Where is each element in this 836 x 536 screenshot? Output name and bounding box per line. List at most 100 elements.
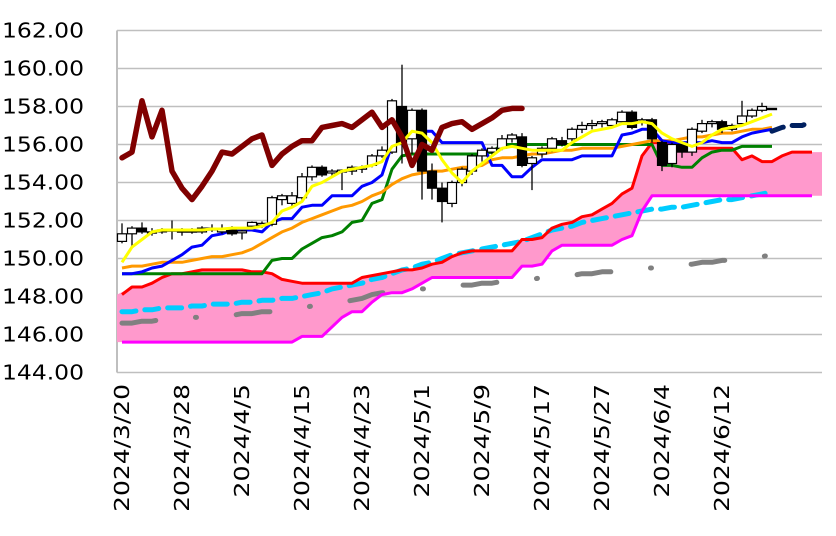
candle bbox=[296, 173, 308, 202]
candle-body bbox=[616, 111, 628, 123]
candle-body bbox=[676, 143, 688, 153]
candle-body bbox=[666, 143, 678, 165]
x-tick-label: 2024/5/9 bbox=[470, 384, 494, 498]
y-tick-label: 152.00 bbox=[2, 209, 84, 233]
candle bbox=[136, 222, 148, 234]
y-tick-label: 144.00 bbox=[2, 361, 84, 385]
candle-body bbox=[116, 233, 128, 243]
candle-body bbox=[756, 105, 768, 111]
x-tick-label: 2024/3/28 bbox=[170, 384, 194, 512]
y-tick-label: 158.00 bbox=[2, 95, 84, 119]
candle-body bbox=[296, 176, 308, 199]
candle-body bbox=[526, 157, 538, 165]
y-axis: 144.00 146.00 148.00 150.00 152.00 154.00 156.… bbox=[2, 19, 118, 385]
y-tick-label: 162.00 bbox=[2, 19, 84, 43]
candle bbox=[286, 192, 298, 208]
candle-body bbox=[656, 142, 668, 167]
cloud-area bbox=[117, 142, 822, 343]
magenta-line bbox=[122, 194, 812, 344]
candle bbox=[316, 165, 328, 177]
candle-body bbox=[136, 227, 148, 233]
candle bbox=[576, 121, 588, 134]
candle-body bbox=[706, 121, 718, 125]
candle bbox=[236, 230, 248, 240]
candle-body bbox=[506, 134, 518, 140]
candle bbox=[676, 142, 688, 158]
candle-body bbox=[696, 122, 708, 132]
x-tick-label: 2024/4/15 bbox=[290, 384, 314, 512]
candle-body bbox=[446, 181, 458, 204]
navy-line bbox=[769, 119, 815, 134]
candle-body bbox=[236, 230, 248, 234]
candle bbox=[626, 110, 638, 130]
x-axis: 2024/3/20 2024/3/28 2024/4/5 2024/4/15 2024/… bbox=[110, 384, 734, 512]
candle-body bbox=[436, 187, 448, 203]
x-tick-label: 2024/4/5 bbox=[230, 384, 254, 498]
cyan-line bbox=[119, 189, 775, 315]
candle bbox=[536, 146, 548, 158]
y-tick-label: 156.00 bbox=[2, 133, 84, 157]
candle bbox=[426, 163, 438, 200]
candle bbox=[436, 182, 448, 223]
candle bbox=[596, 119, 608, 128]
yellow-line bbox=[120, 112, 773, 264]
candle bbox=[746, 108, 758, 118]
x-tick-label: 2024/5/1 bbox=[410, 384, 434, 498]
candle bbox=[766, 107, 778, 111]
candle bbox=[656, 140, 668, 172]
y-tick-label: 146.00 bbox=[2, 323, 84, 347]
candle-body bbox=[586, 122, 598, 127]
candle-body bbox=[736, 115, 748, 125]
x-tick-label: 2024/4/23 bbox=[350, 384, 374, 512]
candle bbox=[516, 133, 528, 168]
candle-body bbox=[576, 124, 588, 130]
line-series-front bbox=[119, 98, 815, 264]
candle bbox=[686, 127, 698, 156]
candle bbox=[696, 119, 708, 134]
candle-body bbox=[246, 221, 258, 227]
candle-body bbox=[746, 109, 758, 117]
x-tick-label: 2024/5/17 bbox=[530, 384, 554, 512]
candlesticks bbox=[116, 64, 778, 248]
candle bbox=[556, 136, 568, 147]
candle bbox=[416, 108, 428, 200]
candle bbox=[526, 155, 538, 191]
candle-body bbox=[566, 128, 578, 140]
candle-body bbox=[596, 121, 608, 125]
candle-body bbox=[126, 227, 138, 235]
candle-body bbox=[316, 166, 328, 176]
candle bbox=[446, 180, 458, 208]
x-tick-label: 2024/6/4 bbox=[650, 384, 674, 498]
candle-body bbox=[476, 149, 488, 157]
candle bbox=[506, 133, 518, 143]
candle-body bbox=[326, 170, 338, 174]
candle-body bbox=[286, 195, 298, 205]
candle bbox=[756, 102, 768, 113]
candle-body bbox=[516, 136, 528, 166]
candle-body bbox=[276, 195, 288, 201]
candle-body bbox=[546, 138, 558, 149]
candle bbox=[666, 142, 678, 168]
y-tick-label: 150.00 bbox=[2, 247, 84, 271]
candle bbox=[306, 165, 318, 181]
chikou-line bbox=[119, 98, 525, 203]
candle-body bbox=[416, 109, 428, 172]
candle-body bbox=[686, 128, 698, 153]
y-tick-label: 160.00 bbox=[2, 57, 84, 81]
candle bbox=[566, 127, 578, 143]
candle-body bbox=[766, 107, 778, 111]
y-tick-label: 154.00 bbox=[2, 171, 84, 195]
candle bbox=[586, 119, 598, 130]
candle bbox=[706, 119, 718, 128]
cloud-fill bbox=[117, 142, 822, 343]
x-tick-label: 2024/5/27 bbox=[590, 384, 614, 512]
candle bbox=[126, 226, 138, 248]
candle-body bbox=[486, 147, 498, 153]
candle bbox=[276, 193, 288, 206]
candle bbox=[116, 223, 128, 244]
candle-body bbox=[306, 166, 318, 178]
x-tick-label: 2024/3/20 bbox=[110, 384, 134, 512]
candle bbox=[476, 148, 488, 162]
candle-body bbox=[626, 111, 638, 128]
